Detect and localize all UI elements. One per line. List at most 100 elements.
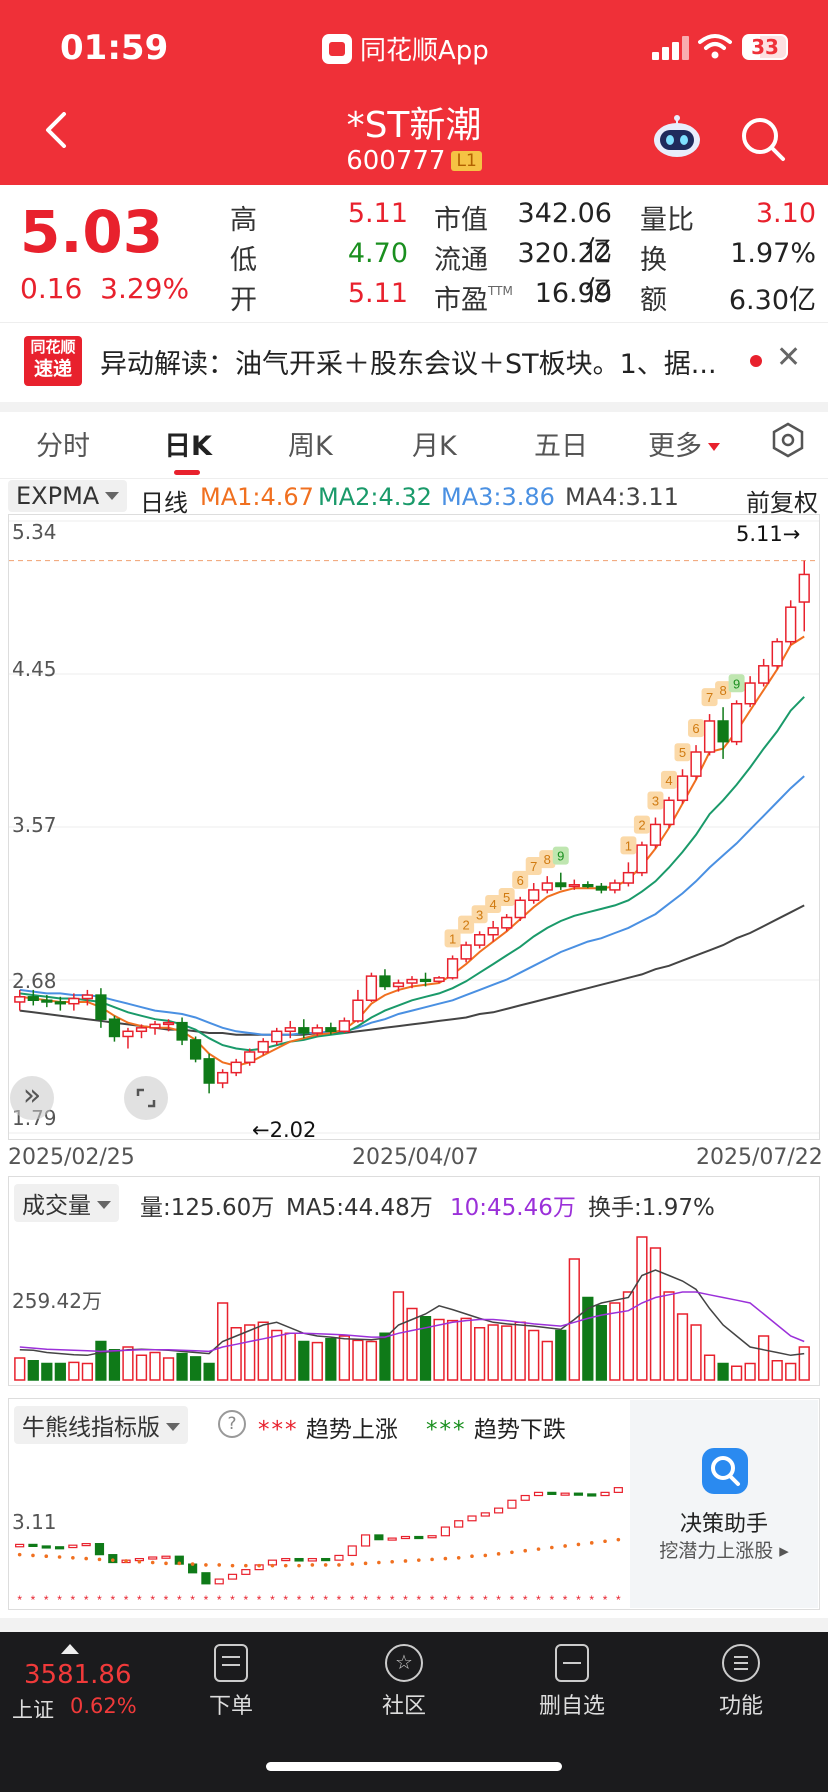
volume-bar — [446, 1319, 459, 1381]
trend-up-marker: * — [204, 1593, 209, 1607]
functions-button[interactable]: 功能 — [686, 1644, 796, 1720]
quote-value-turnover: 1.97% — [730, 238, 816, 269]
bull-bear-candle — [227, 1573, 238, 1580]
bull-bear-candle — [281, 1557, 291, 1562]
news-banner[interactable] — [0, 322, 828, 401]
search-icon[interactable] — [740, 116, 786, 162]
candle — [325, 1027, 337, 1033]
stock-name: *ST新潮 — [346, 105, 482, 146]
candle — [352, 999, 364, 1022]
ma1-label: MA1:4.67 — [200, 483, 314, 511]
quote-value-open: 5.11 — [347, 278, 408, 309]
order-button[interactable]: 下单 — [176, 1644, 286, 1720]
candle — [298, 1027, 310, 1034]
stock-code-row: 600777 L1 — [0, 146, 828, 176]
volume-bar — [95, 1340, 107, 1381]
trend-dot — [190, 1562, 195, 1566]
trend-dot — [523, 1548, 528, 1553]
back-icon[interactable] — [40, 112, 76, 148]
bull-bear-candle — [600, 1491, 610, 1497]
quote-value-amount: 6.30亿 — [728, 285, 816, 316]
menu-icon — [722, 1644, 760, 1682]
count-badge — [485, 894, 502, 913]
index-value[interactable]: 3581.86 — [24, 1660, 132, 1690]
tab-monthly[interactable]: 月K — [412, 431, 457, 462]
volume-bar — [162, 1357, 175, 1381]
remove-watchlist-button[interactable]: 删自选 — [517, 1644, 627, 1720]
trend-dot — [576, 1542, 581, 1547]
count-badge — [471, 905, 488, 924]
volume-bar — [474, 1327, 486, 1381]
count-badge — [525, 857, 542, 876]
trend-dot — [310, 1563, 315, 1567]
tab-daily[interactable]: 日K — [164, 431, 212, 462]
trend-up-marker: * — [57, 1593, 62, 1607]
trend-dot — [390, 1559, 394, 1564]
tab-weekly[interactable]: 周K — [288, 431, 333, 462]
quote-key-open: 开 — [230, 285, 257, 316]
trend-dot — [377, 1560, 381, 1565]
bull-bear-dropdown[interactable]: 牛熊线指标版 — [14, 1406, 188, 1444]
app-indicator: 同花顺App — [322, 30, 489, 67]
candle — [203, 1058, 215, 1084]
volume-ma5: MA5:44.48万 — [286, 1195, 433, 1221]
candle — [419, 978, 432, 983]
bull-bear-candle — [321, 1557, 331, 1562]
volume-bar — [676, 1313, 689, 1381]
bull-bear-dropdown-label: 牛熊线指标版 — [22, 1415, 160, 1441]
decision-assistant-card[interactable] — [630, 1400, 818, 1608]
bull-bear-y-tick: 3.11 — [12, 1510, 57, 1534]
trend-up-marker: * — [137, 1593, 142, 1607]
ma2-line — [19, 696, 805, 1052]
volume-bar — [392, 1291, 405, 1381]
trend-up-marker: * — [377, 1593, 382, 1607]
trend-up-marker: * — [523, 1593, 528, 1607]
news-text[interactable]: 异动解读：油气开采＋股东会议＋ST板块。1、据... — [100, 349, 717, 380]
bull-bear-chart[interactable]: * * * * * * * * * * * * * * * * * * * * * * * * * * * * * * * * * * * * * * * *… — [9, 1444, 629, 1608]
count-label: 8 — [719, 683, 726, 698]
count-label: 1 — [449, 931, 456, 946]
settings-hex-icon[interactable] — [770, 422, 806, 458]
help-icon[interactable]: ? — [218, 1410, 246, 1438]
candle — [582, 884, 594, 888]
trend-dot — [483, 1553, 488, 1558]
tab-more[interactable]: 更多 — [648, 424, 720, 463]
candle — [649, 823, 662, 846]
quote-key-amount: 额 — [640, 285, 667, 316]
high-price-marker: 5.11→ — [736, 522, 801, 546]
trend-dot — [456, 1556, 461, 1560]
trend-up-marker: * — [337, 1593, 342, 1607]
status-time: 01:59 — [60, 28, 169, 68]
order-label: 下单 — [208, 1694, 253, 1719]
quote-key-turnover: 换 — [640, 245, 667, 276]
chevron-down-icon — [105, 492, 120, 500]
adjust-toggle[interactable]: 前复权 — [746, 489, 818, 517]
candle — [176, 1021, 188, 1041]
trend-up-marker: * — [483, 1593, 488, 1607]
tab-five-day[interactable]: 五日 — [534, 431, 588, 462]
bull-bear-candle — [613, 1487, 623, 1493]
close-icon[interactable]: ✕ — [776, 340, 802, 375]
volume-bar — [352, 1339, 364, 1381]
robot-assistant-icon[interactable] — [652, 112, 702, 160]
volume-bar — [663, 1291, 675, 1381]
count-label: 5 — [679, 745, 686, 760]
index-pct: 0.62% — [70, 1694, 137, 1718]
quote-key-low: 低 — [230, 245, 257, 276]
count-badge — [444, 929, 461, 948]
indicator-dropdown[interactable]: EXPMA — [8, 480, 128, 512]
fullscreen-icon[interactable] — [124, 1076, 168, 1120]
expand-left-icon[interactable]: » — [10, 1076, 54, 1120]
count-label: 5 — [503, 890, 510, 905]
volume-chart[interactable] — [9, 1218, 819, 1384]
community-button[interactable]: ☆ 社区 — [349, 1644, 459, 1720]
trend-dot — [164, 1561, 168, 1566]
chevron-down-icon — [97, 1201, 111, 1209]
volume-bar — [528, 1329, 540, 1381]
bull-bear-candle — [480, 1512, 490, 1517]
trend-dot — [244, 1563, 248, 1568]
volume-indicator-dropdown[interactable]: 成交量 — [14, 1184, 119, 1222]
tab-intraday[interactable]: 分时 — [36, 431, 90, 462]
volume-bar — [176, 1352, 188, 1381]
